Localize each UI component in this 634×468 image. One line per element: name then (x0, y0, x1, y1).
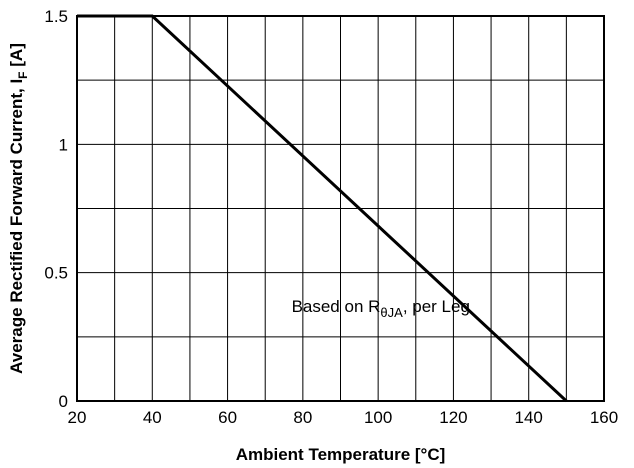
y-tick-labels: 0 0.5 1 1.5 (44, 7, 68, 411)
y-axis-title-unit: [A] (7, 43, 26, 71)
x-tick-label: 140 (515, 408, 543, 427)
x-tick-label: 40 (143, 408, 162, 427)
plot-frame (76, 15, 605, 402)
x-tick-label: 120 (439, 408, 467, 427)
annotation-main: Based on R (292, 297, 381, 316)
grid-lines (76, 15, 605, 402)
y-tick-label: 1 (59, 135, 68, 154)
y-tick-label: 0.5 (44, 264, 68, 283)
x-tick-labels: 20 40 60 80 100 120 140 160 (68, 408, 619, 427)
x-tick-label: 20 (68, 408, 87, 427)
chart-annotation: Based on RθJA, per Leg (292, 297, 470, 320)
x-axis-title: Ambient Temperature [°C] (236, 445, 446, 464)
annotation-subscript: θJA (380, 305, 403, 320)
annotation-rest: , per Leg (403, 297, 470, 316)
y-tick-label: 0 (59, 392, 68, 411)
y-axis-title-subscript: F (16, 71, 30, 78)
x-tick-label: 160 (590, 408, 618, 427)
y-tick-label: 1.5 (44, 7, 68, 26)
x-tick-label: 100 (364, 408, 392, 427)
y-axis-title-main: Average Rectified Forward Current, I (7, 79, 26, 374)
y-axis-title: Average Rectified Forward Current, IF [A… (7, 43, 30, 374)
x-tick-label: 80 (293, 408, 312, 427)
x-tick-label: 60 (218, 408, 237, 427)
